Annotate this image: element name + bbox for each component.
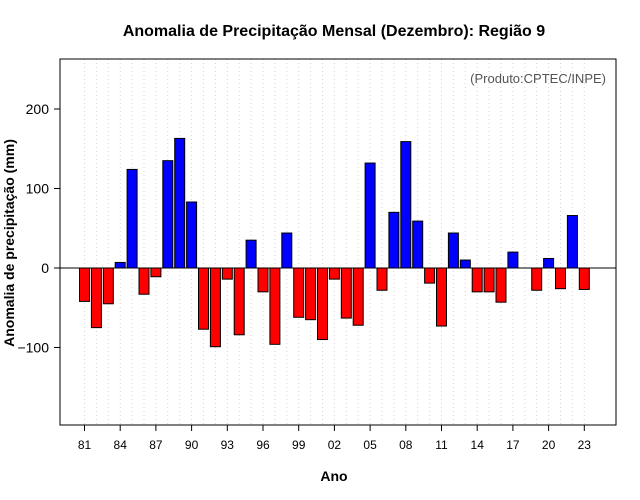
- bar-2009: [412, 220, 424, 269]
- bar-2002: [328, 267, 340, 280]
- x-tick-label: 05: [363, 438, 377, 452]
- bar-1999: [293, 267, 305, 318]
- x-tick-label: 99: [292, 438, 306, 452]
- y-axis: −100 0 100 200: [17, 101, 60, 356]
- vertical-grid: [84, 59, 585, 425]
- bar-2007: [388, 211, 400, 269]
- x-tick-label: 96: [256, 438, 270, 452]
- bar-1986: [138, 267, 150, 295]
- bar-1996: [257, 267, 269, 293]
- bar-1983: [102, 267, 114, 305]
- x-tick-label: 87: [149, 438, 163, 452]
- bar-2014: [471, 267, 483, 293]
- x-axis: 81 84 87 90 93 96 99 02 05 08 11 14 17 20 23: [78, 425, 591, 452]
- x-axis-label: Ano: [320, 468, 347, 484]
- bar-1998: [281, 232, 293, 269]
- y-axis-label: Anomalia de precipitação (mm): [1, 139, 17, 347]
- bar-1993: [221, 267, 233, 280]
- x-tick-label: 08: [399, 438, 413, 452]
- bar-1985: [126, 168, 138, 269]
- x-tick-label: 14: [471, 438, 485, 452]
- y-tick-label: 200: [26, 101, 50, 117]
- chart-title: Anomalia de Precipitação Mensal (Dezembr…: [123, 23, 545, 40]
- x-tick-label: 81: [78, 438, 92, 452]
- x-tick-label: 84: [114, 438, 128, 452]
- bar-2006: [376, 267, 388, 291]
- bar-2008: [400, 141, 412, 269]
- bar-1994: [233, 267, 245, 336]
- x-tick-label: 93: [221, 438, 235, 452]
- bar-2012: [447, 232, 459, 269]
- y-tick-label: 0: [41, 260, 49, 276]
- credit-text: (Produto:CPTEC/INPE): [470, 71, 606, 86]
- x-tick-label: 02: [328, 438, 342, 452]
- bar-2021: [555, 267, 566, 290]
- y-tick-label: 100: [26, 181, 50, 197]
- x-tick-label: 90: [185, 438, 199, 452]
- bar-1992: [209, 267, 221, 348]
- bar-2020: [543, 257, 555, 269]
- bar-2017: [507, 251, 519, 269]
- bar-series: [79, 137, 590, 348]
- bar-2022: [566, 215, 578, 269]
- x-tick-label: 23: [578, 438, 592, 452]
- bar-1991: [198, 267, 209, 330]
- bar-1984: [114, 261, 126, 269]
- x-tick-label: 17: [506, 438, 520, 452]
- bar-2011: [436, 267, 447, 327]
- bar-1988: [162, 160, 174, 269]
- bar-2003: [340, 267, 352, 319]
- bar-1997: [269, 267, 281, 345]
- bar-2000: [305, 267, 317, 321]
- plot-frame: [59, 58, 617, 426]
- bar-2019: [531, 267, 543, 291]
- bar-2016: [495, 267, 507, 303]
- bar-1981: [79, 267, 90, 302]
- bar-2005: [364, 162, 376, 269]
- bar-2023: [578, 267, 590, 290]
- bar-2015: [483, 267, 495, 293]
- y-tick-label: −100: [17, 340, 49, 356]
- bar-2001: [317, 267, 328, 341]
- bar-1982: [90, 267, 102, 329]
- x-tick-label: 20: [542, 438, 556, 452]
- x-tick-label: 11: [435, 438, 448, 452]
- bar-1990: [186, 201, 198, 269]
- bar-2004: [352, 267, 364, 326]
- bar-2010: [424, 267, 436, 284]
- bar-1989: [174, 137, 186, 269]
- bar-1987: [150, 267, 162, 278]
- bar-1995: [245, 239, 257, 269]
- bar-2013: [459, 259, 471, 269]
